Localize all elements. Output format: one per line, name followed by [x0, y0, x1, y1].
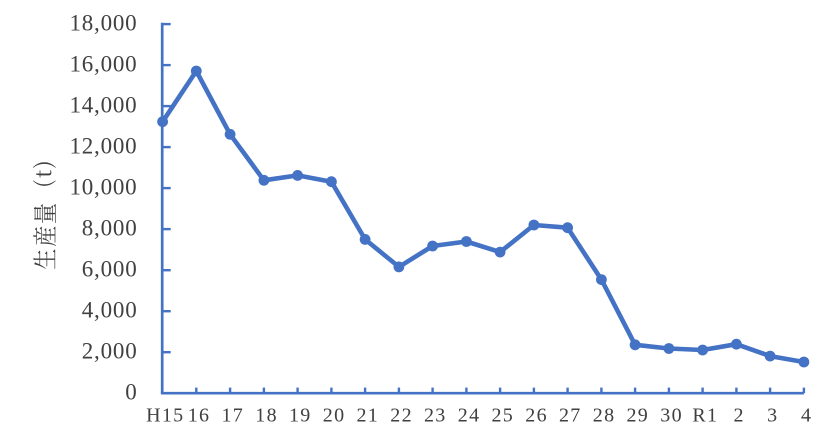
svg-text:14,000: 14,000	[69, 93, 137, 118]
svg-text:18,000: 18,000	[69, 11, 137, 36]
svg-text:8,000: 8,000	[82, 216, 138, 241]
svg-text:28: 28	[593, 404, 616, 426]
svg-text:29: 29	[626, 404, 649, 426]
svg-text:0: 0	[125, 380, 137, 405]
svg-text:4,000: 4,000	[82, 298, 138, 323]
svg-text:12,000: 12,000	[69, 134, 137, 159]
svg-text:16: 16	[188, 404, 211, 426]
svg-text:30: 30	[660, 404, 683, 426]
svg-text:22: 22	[390, 404, 413, 426]
svg-text:24: 24	[458, 404, 481, 426]
svg-text:25: 25	[491, 404, 514, 426]
svg-text:2,000: 2,000	[82, 339, 138, 364]
svg-text:20: 20	[323, 404, 346, 426]
svg-text:23: 23	[424, 404, 447, 426]
svg-text:2: 2	[733, 404, 744, 426]
svg-text:3: 3	[767, 404, 778, 426]
svg-text:18: 18	[255, 404, 278, 426]
svg-text:R1: R1	[692, 404, 718, 426]
svg-text:4: 4	[801, 404, 812, 426]
svg-text:H15: H15	[146, 404, 184, 426]
svg-text:16,000: 16,000	[69, 52, 137, 77]
svg-text:21: 21	[356, 404, 379, 426]
svg-text:19: 19	[289, 404, 312, 426]
svg-text:6,000: 6,000	[82, 257, 138, 282]
svg-text:26: 26	[525, 404, 548, 426]
svg-text:10,000: 10,000	[69, 175, 137, 200]
svg-text:17: 17	[221, 404, 244, 426]
svg-text:27: 27	[559, 404, 582, 426]
